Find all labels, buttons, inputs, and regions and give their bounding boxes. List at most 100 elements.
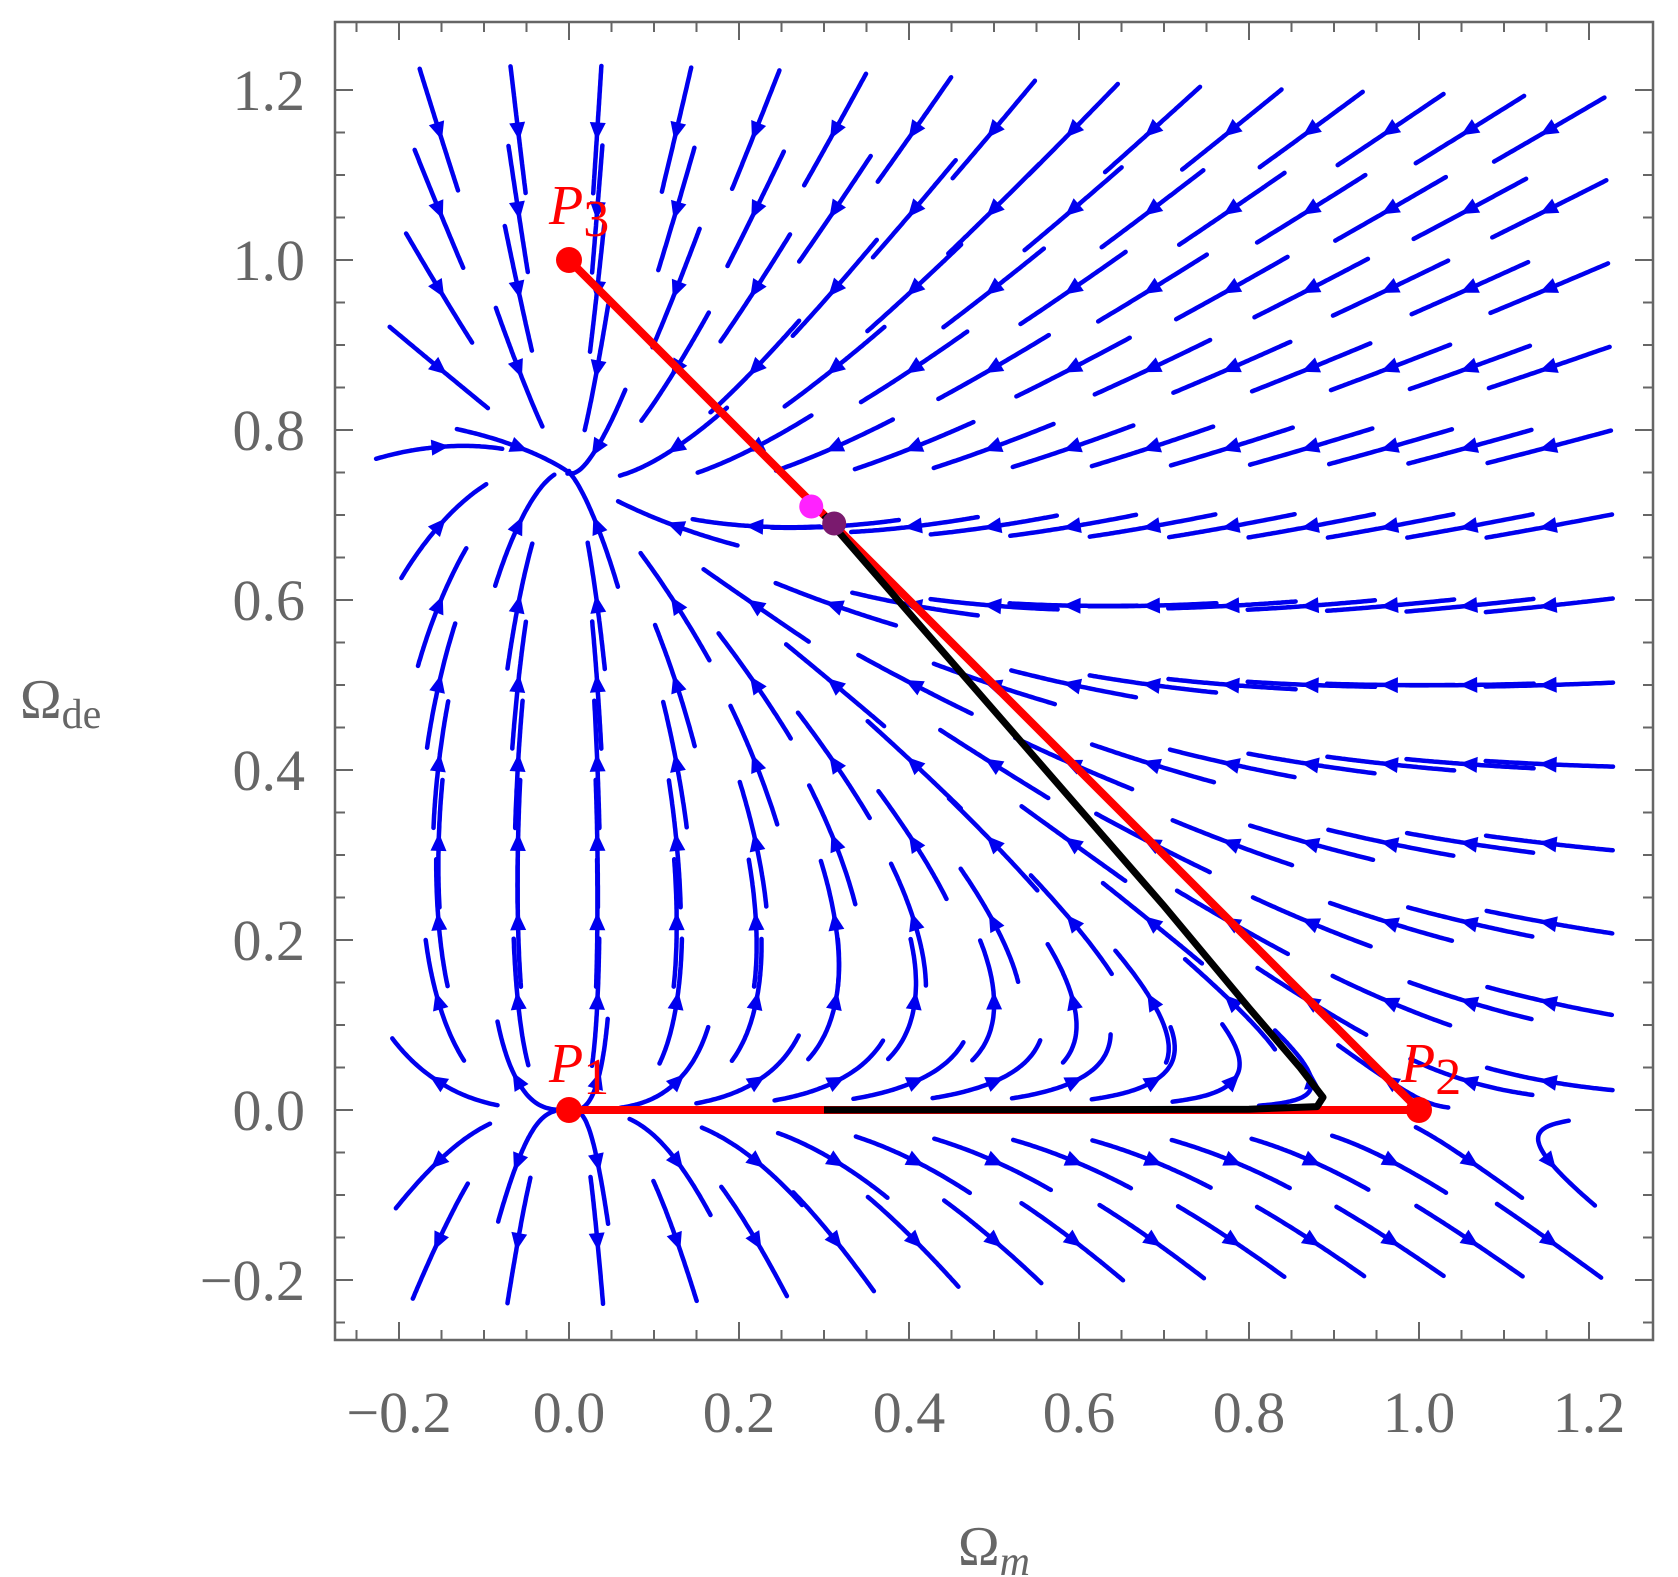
- stream-arrowhead: [1380, 1150, 1401, 1166]
- stream-arrowhead: [906, 756, 926, 776]
- stream-arrowhead: [1222, 357, 1242, 373]
- stream-arrowhead: [1221, 1073, 1240, 1093]
- stream-arrowhead: [1459, 1076, 1480, 1092]
- stream-arrowhead: [829, 198, 846, 218]
- stream-arrowhead: [1221, 597, 1240, 614]
- stream-arrowhead: [667, 436, 688, 454]
- stream-arrowhead: [589, 753, 606, 772]
- critical-point-label: P1: [548, 1033, 609, 1106]
- stream-arrowhead: [1064, 837, 1084, 855]
- stream-line: [566, 1107, 611, 1227]
- stream-arrowhead: [1538, 916, 1558, 933]
- stream-arrowhead: [1380, 278, 1401, 293]
- stream-arrowhead: [1144, 198, 1164, 216]
- stream-line: [930, 1038, 1043, 1101]
- stream-arrowhead: [507, 516, 523, 537]
- stream-arrowhead: [907, 198, 926, 218]
- stream-arrowhead: [1460, 198, 1481, 215]
- stream-arrowhead: [433, 991, 449, 1012]
- stream-arrowhead: [430, 832, 447, 852]
- x-tick-labels: −0.2 0.0 0.2 0.4 0.6 0.8 1.0 1.2: [346, 1380, 1625, 1445]
- stream-arrowhead: [984, 1077, 1004, 1092]
- stream-line: [617, 1024, 711, 1111]
- stream-arrowhead: [1539, 278, 1560, 293]
- stream-arrowhead: [1063, 1150, 1084, 1166]
- stream-arrowhead: [908, 834, 926, 855]
- y-tick-label: 0.0: [233, 1078, 306, 1143]
- stream-arrowhead: [1300, 837, 1321, 854]
- x-tick-label: 0.4: [873, 1380, 946, 1445]
- stream-arrowhead: [1539, 119, 1560, 136]
- stream-arrowhead: [983, 1229, 1003, 1248]
- stream-arrowhead: [1063, 357, 1084, 373]
- stream-arrowhead: [1459, 596, 1478, 613]
- stream-arrowhead: [1300, 757, 1320, 774]
- stream-arrowhead: [1380, 917, 1400, 933]
- stream-arrowhead: [1380, 437, 1400, 453]
- stream-arrowhead: [428, 120, 445, 140]
- stream-arrowhead: [1142, 1076, 1162, 1093]
- y-tick-label: 0.6: [233, 568, 306, 633]
- stream-arrowhead: [1459, 676, 1478, 693]
- stream-arrowhead: [1142, 1229, 1162, 1247]
- stream-arrowhead: [746, 991, 763, 1012]
- stream-arrowhead: [671, 674, 687, 695]
- stream-arrowhead: [986, 198, 1005, 217]
- stream-arrowhead: [509, 121, 526, 141]
- stream-arrowhead: [1224, 994, 1243, 1014]
- stream-arrowhead: [1222, 277, 1243, 294]
- stream-arrowhead: [1459, 1150, 1479, 1168]
- stream-arrowhead: [1379, 677, 1398, 694]
- stream-arrowhead: [1538, 756, 1557, 773]
- stream-arrowhead: [589, 832, 606, 852]
- x-tick-label: 0.6: [1043, 1380, 1116, 1445]
- stream-arrowhead: [429, 753, 446, 773]
- stream-arrowhead: [1141, 597, 1161, 614]
- y-tick-label: 1.2: [233, 58, 306, 123]
- stream-arrowhead: [1538, 1075, 1558, 1091]
- stream-line: [1089, 1024, 1177, 1102]
- stream-arrowhead: [1142, 437, 1162, 453]
- stream-arrowhead: [905, 680, 925, 696]
- stream-arrowhead: [828, 277, 847, 297]
- stream-arrowhead: [430, 1150, 450, 1169]
- stream-arrowhead: [1142, 357, 1163, 373]
- stream-arrowhead: [1459, 916, 1479, 933]
- stream-arrowhead: [1064, 277, 1084, 295]
- stream-arrowhead: [508, 595, 525, 615]
- stream-arrowhead: [986, 991, 1003, 1010]
- stream-arrowhead: [1301, 918, 1322, 934]
- stream-arrowhead: [983, 517, 1003, 534]
- stream-arrowhead: [671, 278, 687, 299]
- critical-point: [1406, 1097, 1432, 1123]
- critical-point: [556, 1097, 582, 1123]
- stream-arrowhead: [428, 356, 447, 375]
- stream-arrowhead: [511, 1231, 528, 1251]
- stream-arrowhead: [1221, 758, 1241, 774]
- stream-arrowhead: [1459, 836, 1479, 853]
- stream-arrowhead: [512, 1072, 529, 1092]
- stream-arrowhead: [1067, 991, 1083, 1012]
- stream-arrowhead: [1460, 278, 1480, 293]
- stream-arrowhead: [1147, 992, 1164, 1013]
- stream-arrowhead: [430, 439, 450, 456]
- stream-arrowhead: [984, 357, 1005, 374]
- stream-arrowhead: [1300, 677, 1319, 694]
- stream-arrowhead: [1301, 1150, 1322, 1166]
- stream-arrowhead: [904, 1077, 925, 1092]
- stream-arrowhead: [1459, 437, 1480, 453]
- stream-arrowhead: [671, 199, 687, 220]
- stream-arrowhead: [509, 674, 526, 694]
- stream-arrowhead: [984, 758, 1005, 775]
- stream-arrowhead: [667, 991, 684, 1011]
- stream-arrowhead: [905, 357, 926, 374]
- stream-arrowhead: [909, 912, 925, 933]
- stream-arrowhead: [1539, 198, 1560, 214]
- stream-arrowhead: [1381, 119, 1402, 136]
- x-tick-label: 0.0: [533, 1380, 606, 1445]
- stream-arrowhead: [985, 277, 1005, 296]
- stream-arrowhead: [1144, 118, 1164, 137]
- stream-arrowhead: [988, 913, 1005, 934]
- stream-arrowhead: [508, 279, 525, 299]
